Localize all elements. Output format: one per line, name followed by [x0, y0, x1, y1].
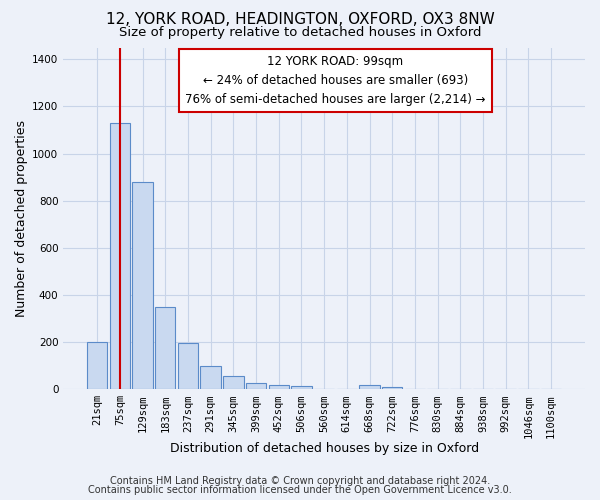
- Bar: [110, 123, 130, 389]
- Bar: [246, 384, 266, 389]
- Bar: [291, 386, 311, 389]
- Bar: [155, 306, 175, 389]
- Text: 12, YORK ROAD, HEADINGTON, OXFORD, OX3 8NW: 12, YORK ROAD, HEADINGTON, OXFORD, OX3 8…: [106, 12, 494, 28]
- Bar: [87, 342, 107, 389]
- Bar: [223, 376, 244, 389]
- Bar: [133, 182, 153, 389]
- Text: 12 YORK ROAD: 99sqm
← 24% of detached houses are smaller (693)
76% of semi-detac: 12 YORK ROAD: 99sqm ← 24% of detached ho…: [185, 55, 486, 106]
- Text: Size of property relative to detached houses in Oxford: Size of property relative to detached ho…: [119, 26, 481, 39]
- Bar: [178, 344, 198, 389]
- Bar: [269, 384, 289, 389]
- Bar: [359, 384, 380, 389]
- Bar: [200, 366, 221, 389]
- Text: Contains HM Land Registry data © Crown copyright and database right 2024.: Contains HM Land Registry data © Crown c…: [110, 476, 490, 486]
- X-axis label: Distribution of detached houses by size in Oxford: Distribution of detached houses by size …: [170, 442, 479, 455]
- Bar: [382, 387, 403, 389]
- Y-axis label: Number of detached properties: Number of detached properties: [15, 120, 28, 317]
- Text: Contains public sector information licensed under the Open Government Licence v3: Contains public sector information licen…: [88, 485, 512, 495]
